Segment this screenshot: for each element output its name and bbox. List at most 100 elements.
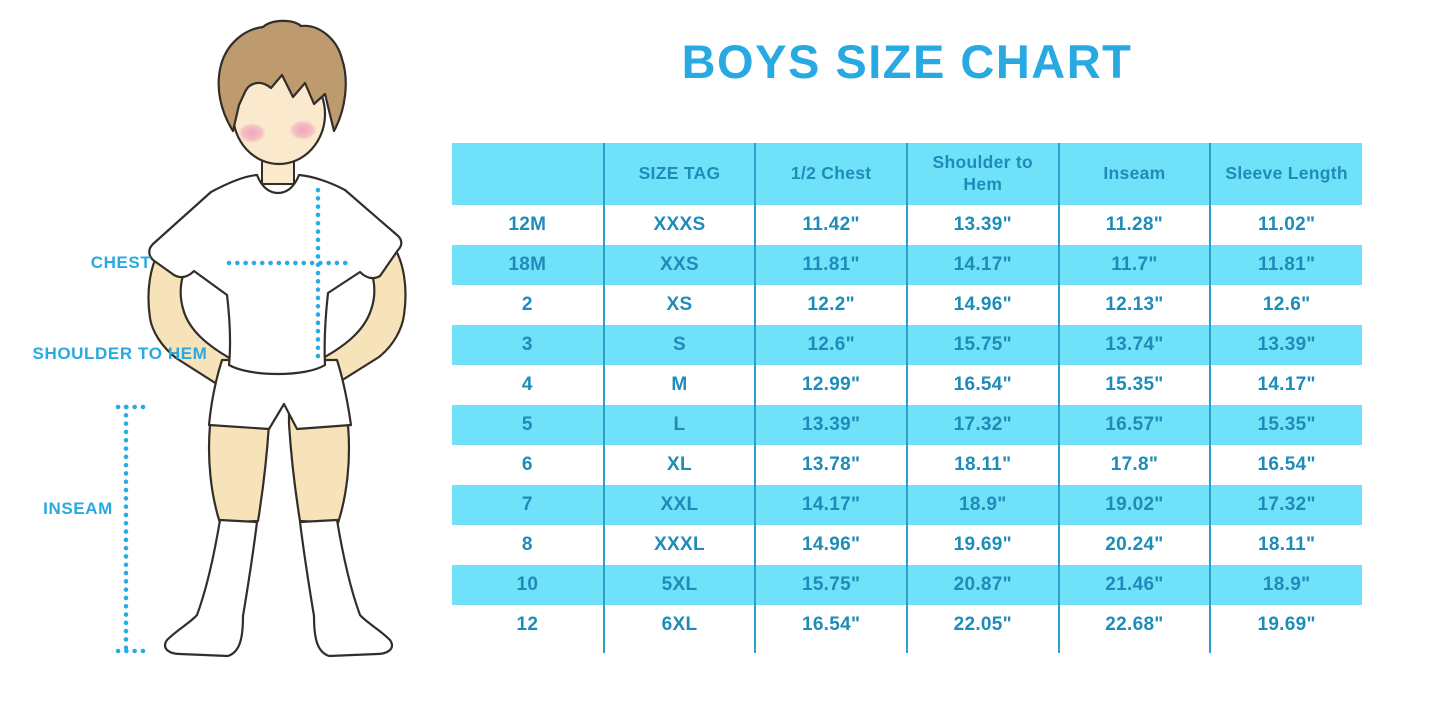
- table-cell: 16.54": [754, 605, 907, 645]
- table-cell: XS: [602, 285, 756, 325]
- divider-extension-cell: [602, 645, 756, 653]
- table-cell: 12.6": [754, 325, 907, 365]
- table-cell: 3: [452, 325, 604, 365]
- table-cell: 12.99": [754, 365, 907, 405]
- table-cell: 22.68": [1057, 605, 1211, 645]
- boy-legs: [207, 406, 351, 525]
- inseam-label: INSEAM: [43, 499, 113, 518]
- table-cell: 13.78": [754, 445, 907, 485]
- column-header: SIZE TAG: [602, 143, 756, 205]
- table-row: 12M XXXS 11.42" 13.39" 11.28" 11.02": [452, 205, 1362, 245]
- boy-shorts: [207, 358, 353, 431]
- table-row: 10 5XL 15.75" 20.87" 21.46" 18.9": [452, 565, 1362, 605]
- table-cell: 20.24": [1057, 525, 1211, 565]
- divider-extension-cell: [1209, 645, 1362, 653]
- divider-extension-cell: [452, 645, 604, 653]
- size-chart-wrap: SIZE TAG 1/2 Chest Shoulder to Hem Inseam Sl…: [452, 143, 1362, 653]
- table-cell: 11.81": [754, 245, 907, 285]
- table-cell: S: [602, 325, 756, 365]
- table-cell: 5XL: [602, 565, 756, 605]
- table-cell: 12: [516, 614, 539, 635]
- table-cell: XXL: [602, 485, 756, 525]
- table-cell: M: [602, 365, 756, 405]
- column-header: 1/2 Chest: [754, 143, 907, 205]
- table-row: 3 S 12.6" 15.75" 13.74" 13.39": [452, 325, 1362, 365]
- divider-extension-cell: [754, 645, 907, 653]
- table-cell: 12.2": [754, 285, 907, 325]
- table-cell: 13.39": [905, 205, 1059, 245]
- table-cell: 6: [521, 454, 533, 475]
- divider-extension-row: [452, 645, 1362, 653]
- boy-illustration: CHEST SHOULDER TO HEM INSEAM: [33, 19, 407, 658]
- table-cell: 14.96": [905, 285, 1059, 325]
- measurement-figure-area: CHEST SHOULDER TO HEM INSEAM: [0, 0, 450, 723]
- size-chart-table: SIZE TAG 1/2 Chest Shoulder to Hem Inseam Sl…: [452, 143, 1362, 653]
- table-cell: 14.17": [905, 245, 1059, 285]
- table-cell: 19.69": [905, 525, 1059, 565]
- divider-extension-cell: [905, 645, 1059, 653]
- table-row: 2 XS 12.2" 14.96" 12.13" 12.6": [452, 285, 1362, 325]
- table-cell: 11.42": [754, 205, 907, 245]
- table-cell: 13.74": [1057, 325, 1211, 365]
- table-row: 4 M 12.99" 16.54" 15.35" 14.17": [452, 365, 1362, 405]
- table-cell: 11.81": [1209, 245, 1362, 285]
- table-cell: 15.35": [1209, 405, 1362, 445]
- table-cell: 5: [452, 405, 604, 445]
- table-cell: 18.11": [905, 445, 1059, 485]
- table-cell: 17.8": [1057, 445, 1211, 485]
- table-cell: 12.6": [1209, 285, 1362, 325]
- boy-blush-right: [289, 120, 317, 140]
- table-cell: 12M: [508, 214, 547, 235]
- boy-shirt: [148, 173, 403, 376]
- table-cell: 22.05": [905, 605, 1059, 645]
- size-chart-header: SIZE TAG 1/2 Chest Shoulder to Hem Inseam Sl…: [452, 143, 1362, 205]
- divider-extension-cell: [1057, 645, 1211, 653]
- column-header: Sleeve Length: [1209, 143, 1362, 205]
- table-cell: 18M: [452, 245, 604, 285]
- table-cell: 17.32": [905, 405, 1059, 445]
- table-cell: 10: [452, 565, 604, 605]
- table-cell: 15.35": [1057, 365, 1211, 405]
- chest-label: CHEST: [91, 253, 152, 272]
- boy-hair: [217, 19, 347, 133]
- table-cell: 14.96": [754, 525, 907, 565]
- page-title: BOYS SIZE CHART: [681, 35, 1133, 88]
- table-cell: 21.46": [1057, 565, 1211, 605]
- table-cell: XXXL: [602, 525, 756, 565]
- table-cell: 18.9": [1209, 565, 1362, 605]
- table-cell: 11.02": [1209, 205, 1362, 245]
- table-cell: 15.75": [754, 565, 907, 605]
- table-cell: 17.32": [1209, 485, 1362, 525]
- boy-blush-left: [238, 123, 266, 143]
- table-cell: 14.17": [1209, 365, 1362, 405]
- table-cell: 18.11": [1209, 525, 1362, 565]
- table-row: 5 L 13.39" 17.32" 16.57" 15.35": [452, 405, 1362, 445]
- table-cell: L: [602, 405, 756, 445]
- table-cell: 13.39": [1209, 325, 1362, 365]
- table-cell: 15.75": [905, 325, 1059, 365]
- column-header: Inseam: [1057, 143, 1211, 205]
- table-cell: 18.9": [905, 485, 1059, 525]
- table-cell: 14.17": [754, 485, 907, 525]
- column-header: [452, 143, 604, 205]
- table-row: 6 XL 13.78" 18.11" 17.8" 16.54": [452, 445, 1362, 485]
- table-cell: 19.69": [1209, 605, 1362, 645]
- table-row: 7 XXL 14.17" 18.9" 19.02" 17.32": [452, 485, 1362, 525]
- table-cell: 7: [452, 485, 604, 525]
- table-cell: 11.7": [1057, 245, 1211, 285]
- table-row: 8 XXXL 14.96" 19.69" 20.24" 18.11": [452, 525, 1362, 565]
- table-cell: 16.57": [1057, 405, 1211, 445]
- table-cell: XXXS: [602, 205, 756, 245]
- table-cell: XL: [602, 445, 756, 485]
- shoulder-to-hem-label: SHOULDER TO HEM: [33, 344, 208, 363]
- table-cell: 16.54": [905, 365, 1059, 405]
- table-cell: 12.13": [1057, 285, 1211, 325]
- table-cell: 13.39": [754, 405, 907, 445]
- table-cell: 4: [521, 374, 533, 395]
- table-cell: 2: [521, 294, 533, 315]
- table-row: 12 6XL 16.54" 22.05" 22.68" 19.69": [452, 605, 1362, 645]
- table-cell: 19.02": [1057, 485, 1211, 525]
- size-chart-body: 12M XXXS 11.42" 13.39" 11.28" 11.02" 18M XXS 11.…: [452, 205, 1362, 653]
- boy-socks: [164, 518, 393, 658]
- table-cell: 11.28": [1057, 205, 1211, 245]
